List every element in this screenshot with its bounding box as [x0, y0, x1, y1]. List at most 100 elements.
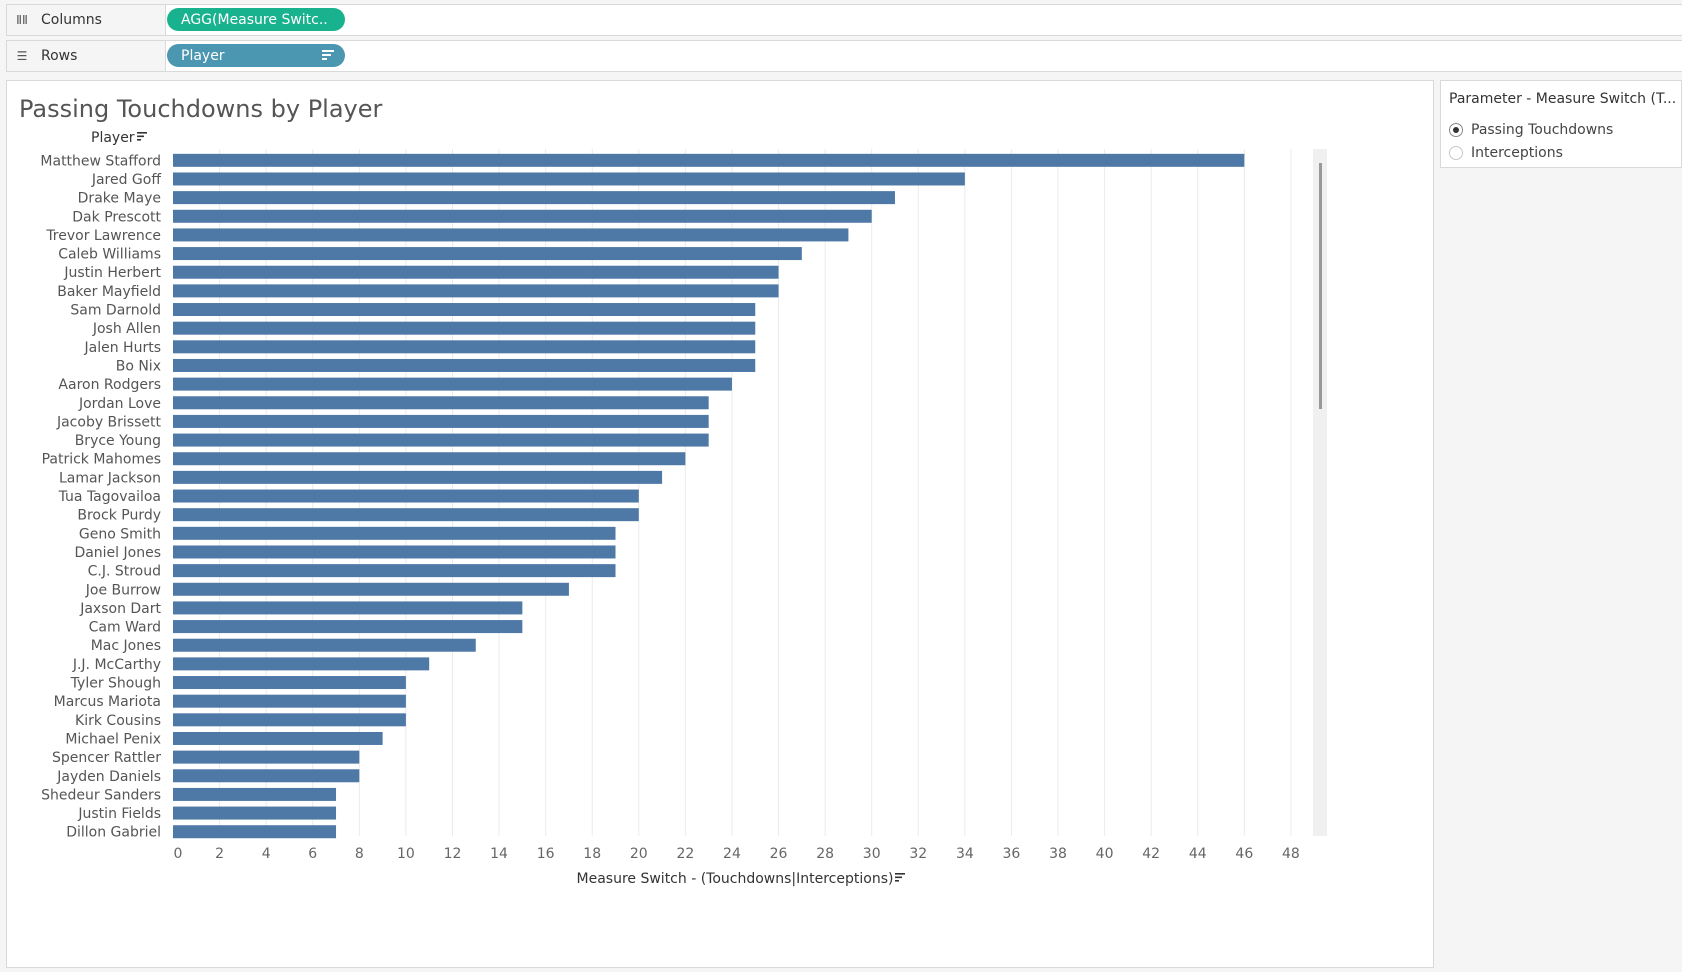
x-tick-label: 46 [1235, 846, 1253, 862]
category-label: Geno Smith [79, 526, 161, 542]
category-label: Jared Goff [91, 172, 162, 188]
x-tick-label: 30 [863, 846, 881, 862]
x-tick-label: 6 [308, 846, 317, 862]
bar[interactable] [173, 228, 849, 242]
bar[interactable] [173, 191, 895, 205]
x-tick-label: 32 [909, 846, 927, 862]
sort-icon-line [895, 876, 902, 879]
rows-pill[interactable]: Player [167, 44, 345, 67]
category-label: Justin Herbert [63, 265, 161, 281]
bar[interactable] [173, 358, 756, 372]
x-tick-label: 2 [215, 846, 224, 862]
bar[interactable] [173, 265, 779, 279]
rows-icon: ☰ [16, 49, 28, 63]
sheet-title: Passing Touchdowns by Player [19, 95, 383, 123]
sort-icon-line [895, 880, 899, 882]
bar[interactable] [173, 303, 756, 317]
bar[interactable] [173, 750, 360, 764]
bar[interactable] [173, 526, 616, 540]
bar[interactable] [173, 172, 965, 186]
x-tick-label: 38 [1049, 846, 1067, 862]
sort-descending-icon[interactable] [137, 132, 147, 141]
columns-pill[interactable]: AGG(Measure Switc.. [167, 8, 345, 31]
bar[interactable] [173, 489, 639, 503]
x-tick-label: 22 [676, 846, 694, 862]
scrollbar-track[interactable] [1313, 149, 1327, 836]
rows-shelf: ☰ Rows Player [6, 40, 1682, 72]
x-tick-label: 10 [397, 846, 415, 862]
category-label: Kirk Cousins [75, 713, 161, 729]
bar[interactable] [173, 247, 802, 261]
category-label: Marcus Mariota [54, 694, 161, 710]
x-axis-title[interactable]: Measure Switch - (Touchdowns|Interceptio… [577, 871, 894, 887]
bar[interactable] [173, 564, 616, 578]
bar[interactable] [173, 825, 337, 839]
parameter-title: Parameter - Measure Switch (T... [1449, 91, 1677, 107]
rows-label: Rows [41, 48, 78, 64]
bar[interactable] [173, 396, 709, 410]
scrollbar-thumb[interactable] [1319, 163, 1322, 409]
bar[interactable] [173, 676, 406, 690]
x-tick-label: 4 [262, 846, 271, 862]
bar[interactable] [173, 601, 523, 615]
bar[interactable] [173, 713, 406, 727]
sort-icon-line [137, 135, 144, 138]
bar[interactable] [173, 321, 756, 335]
columns-pill-label: AGG(Measure Switc.. [181, 11, 328, 28]
radio-selected-icon[interactable] [1449, 123, 1463, 137]
bar[interactable] [173, 433, 709, 447]
bar[interactable] [173, 731, 383, 745]
category-label: Patrick Mahomes [42, 452, 161, 468]
category-label: Lamar Jackson [59, 470, 161, 486]
bar[interactable] [173, 377, 732, 391]
x-tick-label: 40 [1096, 846, 1114, 862]
bar[interactable] [173, 470, 663, 484]
sort-icon-line [137, 132, 147, 134]
category-label: C.J. Stroud [88, 564, 161, 580]
category-label: Jalen Hurts [84, 340, 161, 356]
category-label: Tua Tagovailoa [58, 489, 161, 505]
bar[interactable] [173, 806, 337, 820]
category-label: Dak Prescott [72, 209, 161, 225]
bar[interactable] [173, 769, 360, 783]
bar[interactable] [173, 209, 872, 223]
bar[interactable] [173, 582, 569, 596]
x-tick-label: 12 [444, 846, 462, 862]
x-tick-label: 14 [490, 846, 508, 862]
category-label: Brock Purdy [77, 508, 161, 524]
bar[interactable] [173, 694, 406, 708]
bar[interactable] [173, 620, 523, 634]
sort-descending-icon[interactable] [895, 873, 905, 882]
category-label: Mac Jones [91, 638, 161, 654]
x-tick-label: 24 [723, 846, 741, 862]
bar[interactable] [173, 153, 1245, 167]
bar[interactable] [173, 414, 709, 428]
category-label: Michael Penix [65, 731, 161, 747]
category-label: Spencer Rattler [52, 750, 161, 766]
x-tick-label: 0 [174, 846, 183, 862]
category-label: Caleb Williams [58, 247, 161, 263]
category-label: Sam Darnold [70, 303, 161, 319]
x-tick-label: 18 [583, 846, 601, 862]
bar[interactable] [173, 657, 430, 671]
category-label: Aaron Rodgers [58, 377, 161, 393]
bar[interactable] [173, 452, 686, 466]
x-tick-label: 26 [770, 846, 788, 862]
category-label: Jaxson Dart [79, 601, 161, 617]
columns-shelf-label: ⅡⅡ Columns [7, 5, 166, 35]
category-label: Bo Nix [116, 358, 161, 374]
radio-unselected-icon[interactable] [1449, 146, 1463, 160]
sort-descending-icon[interactable] [321, 48, 335, 62]
bar[interactable] [173, 508, 639, 522]
option-passing-touchdowns[interactable]: Passing Touchdowns [1449, 122, 1613, 138]
bar[interactable] [173, 545, 616, 559]
x-tick-label: 48 [1282, 846, 1300, 862]
option-label: Passing Touchdowns [1471, 122, 1614, 138]
bar[interactable] [173, 284, 779, 298]
bar[interactable] [173, 787, 337, 801]
columns-shelf: ⅡⅡ Columns AGG(Measure Switc.. [6, 4, 1682, 36]
bar[interactable] [173, 340, 756, 354]
bar[interactable] [173, 638, 476, 652]
option-interceptions[interactable]: Interceptions [1449, 145, 1563, 161]
row-header-player[interactable]: Player [91, 130, 135, 146]
